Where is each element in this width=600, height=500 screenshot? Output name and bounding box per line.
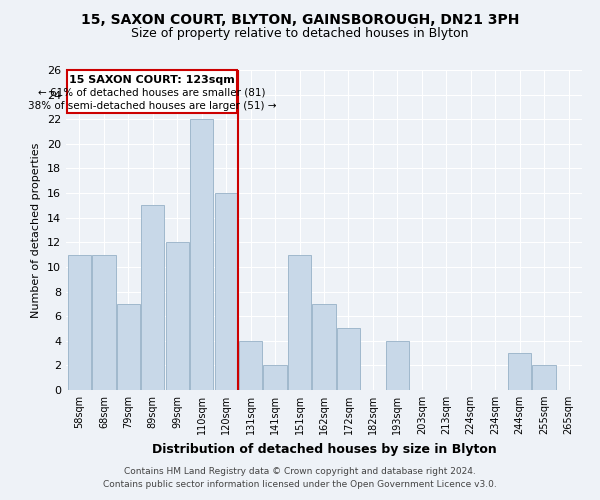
Bar — [215, 193, 238, 390]
Text: Size of property relative to detached houses in Blyton: Size of property relative to detached ho… — [131, 28, 469, 40]
Text: 38% of semi-detached houses are larger (51) →: 38% of semi-detached houses are larger (… — [28, 101, 276, 111]
Bar — [337, 328, 360, 390]
Bar — [532, 366, 556, 390]
Bar — [313, 304, 335, 390]
Bar — [117, 304, 140, 390]
Bar — [166, 242, 189, 390]
X-axis label: Distribution of detached houses by size in Blyton: Distribution of detached houses by size … — [152, 442, 496, 456]
Bar — [92, 254, 116, 390]
Text: Contains HM Land Registry data © Crown copyright and database right 2024.: Contains HM Land Registry data © Crown c… — [124, 467, 476, 476]
Text: 15 SAXON COURT: 123sqm: 15 SAXON COURT: 123sqm — [69, 75, 235, 85]
Bar — [263, 366, 287, 390]
Text: ← 61% of detached houses are smaller (81): ← 61% of detached houses are smaller (81… — [38, 88, 266, 98]
Y-axis label: Number of detached properties: Number of detached properties — [31, 142, 41, 318]
Bar — [508, 353, 531, 390]
Text: Contains public sector information licensed under the Open Government Licence v3: Contains public sector information licen… — [103, 480, 497, 489]
Bar — [190, 119, 214, 390]
Bar — [386, 341, 409, 390]
Text: 15, SAXON COURT, BLYTON, GAINSBOROUGH, DN21 3PH: 15, SAXON COURT, BLYTON, GAINSBOROUGH, D… — [81, 12, 519, 26]
Bar — [141, 206, 164, 390]
Bar — [239, 341, 262, 390]
Bar — [68, 254, 91, 390]
Bar — [288, 254, 311, 390]
FancyBboxPatch shape — [67, 70, 237, 113]
